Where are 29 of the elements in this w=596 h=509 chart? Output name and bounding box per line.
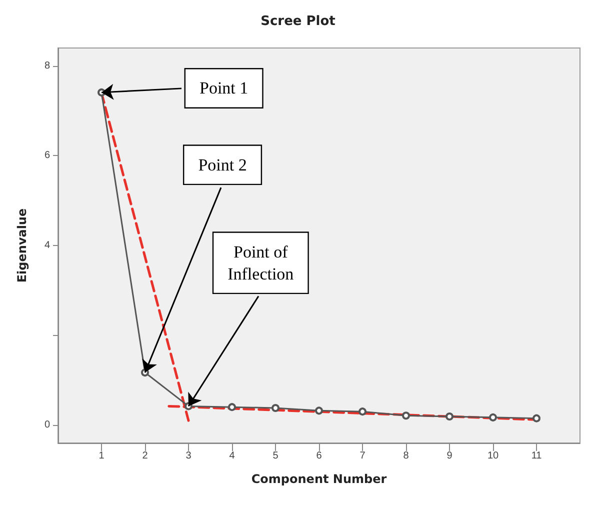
point [315,406,323,415]
x-tick-label: 9 [446,450,453,462]
y-tick-label: 8 [44,60,50,72]
point [446,412,454,421]
x-tick-label: 3 [186,450,192,462]
x-axis-title: Component Number [251,472,387,486]
point [358,408,366,416]
annotation: Point 1 [199,78,248,98]
y-tick-label: 6 [44,150,50,162]
point [228,403,236,412]
annotation: Point 2 [198,155,247,174]
x-tick-label: 8 [403,450,410,462]
annotation: Point of Inflection [228,242,294,284]
x-tick-label: 5 [272,450,279,462]
x-tick-label: 1 [98,450,105,462]
x-tick-label: 6 [316,450,322,462]
x-tick-label: 4 [229,450,236,462]
x-tick-label: 11 [531,450,542,462]
y-tick-label: 0 [44,420,50,431]
chart-title: Scree Plot [260,14,336,29]
point [272,404,280,412]
point [532,414,540,422]
point [489,413,497,422]
point [402,412,410,420]
y-tick-label: 4 [44,240,50,251]
y-axis-title: Eigenvalue [15,208,29,283]
x-tick-label: 7 [360,450,366,462]
x-tick-label: 10 [487,450,499,462]
x-tick-label: 2 [142,450,148,462]
